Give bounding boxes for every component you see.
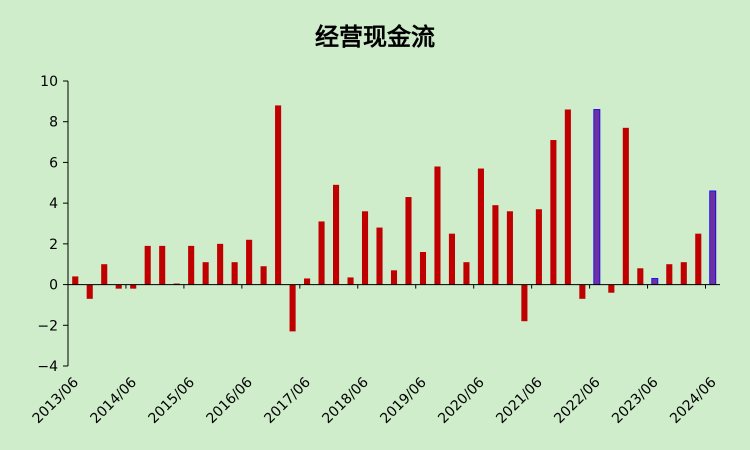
bar	[506, 211, 513, 285]
x-tick-label: 2022/06	[551, 374, 604, 427]
bar	[246, 239, 253, 285]
x-tick-label: 2023/06	[609, 374, 662, 427]
bar	[695, 233, 702, 285]
bar	[173, 283, 180, 285]
x-tick-label: 2015/06	[146, 374, 199, 427]
y-tick-label: 2	[49, 237, 58, 253]
y-tick-label: 4	[49, 196, 58, 212]
bar	[622, 127, 629, 285]
bar	[448, 233, 455, 285]
chart-title: 经营现金流	[315, 23, 435, 51]
bar	[666, 264, 673, 285]
bar	[304, 278, 311, 285]
bar	[318, 221, 325, 285]
x-tick-label: 2016/06	[203, 374, 256, 427]
bar	[390, 270, 398, 285]
bar	[202, 262, 209, 285]
x-tick-label: 2020/06	[435, 374, 488, 427]
bar	[275, 105, 282, 285]
bar	[72, 276, 79, 285]
bar	[231, 262, 238, 285]
y-tick-label: −2	[37, 318, 58, 334]
x-tick-label: 2017/06	[261, 374, 314, 427]
bar	[289, 284, 296, 332]
x-tick-label: 2019/06	[377, 374, 430, 427]
bar	[579, 284, 586, 299]
bar	[159, 245, 166, 285]
bar	[680, 262, 687, 285]
y-tick-label: 8	[49, 115, 58, 131]
x-tick-label: 2014/06	[88, 374, 141, 427]
x-tick-label: 2021/06	[493, 374, 546, 427]
bar	[217, 243, 224, 285]
bar	[535, 209, 542, 285]
x-tick-label: 2018/06	[319, 374, 372, 427]
bar	[361, 211, 369, 285]
bar	[419, 252, 427, 285]
bar	[333, 184, 340, 285]
bar-highlight	[651, 278, 659, 285]
bar	[376, 227, 383, 285]
bar	[86, 284, 93, 299]
x-axis: 2013/06 2014/06 2015/06 2016/06 2017/06 2018/…	[30, 284, 720, 427]
bar	[550, 140, 557, 285]
x-tick-label: 2024/06	[667, 374, 720, 427]
bar	[260, 266, 267, 285]
bar	[637, 268, 644, 285]
bar	[434, 166, 441, 285]
bar	[405, 197, 412, 285]
y-tick-label: 6	[49, 155, 58, 171]
bar	[144, 245, 151, 285]
bar	[608, 284, 615, 293]
bar	[115, 284, 122, 289]
bar	[347, 277, 354, 285]
bar	[101, 264, 108, 285]
bars	[72, 105, 717, 332]
bar	[521, 284, 528, 322]
bar-highlight	[593, 109, 601, 285]
y-tick-label: 10	[40, 74, 58, 90]
x-tick-label: 2013/06	[30, 374, 83, 427]
y-axis: −4 −2 0 2 4 6 8 10	[37, 74, 69, 375]
y-tick-label: −4	[37, 359, 58, 375]
y-tick-label: 0	[49, 278, 58, 294]
bar	[477, 168, 484, 285]
bar	[492, 205, 499, 285]
bar	[564, 109, 571, 285]
bar	[188, 245, 195, 285]
bar	[130, 284, 137, 289]
bar-highlight	[709, 190, 717, 285]
bar	[463, 262, 470, 285]
